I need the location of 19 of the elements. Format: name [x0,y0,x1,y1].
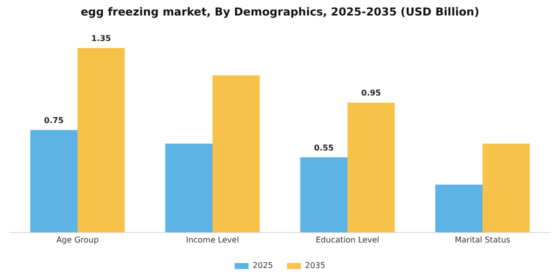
bar [300,157,348,232]
x-tick-label: Marital Status [454,235,510,244]
data-label: 0.95 [361,88,382,98]
bar [78,48,125,232]
data-label: 1.35 [91,34,112,44]
bar [165,144,212,232]
data-label: 0.75 [44,116,64,126]
x-tick-label: Age Group [56,235,99,244]
bar [348,102,395,232]
x-tick-label: Income Level [186,235,240,244]
bar [212,75,260,232]
bar [482,144,530,232]
bar [435,184,482,232]
legend-label: 2025 [252,261,273,270]
data-label: 0.55 [314,143,334,152]
x-tick-label: Education Level [316,235,380,244]
chart-title: egg freezing market, By Demographics, 2025-2035 (USD Billion) [80,5,480,18]
bar [30,130,78,232]
legend-label: 2035 [305,261,326,270]
